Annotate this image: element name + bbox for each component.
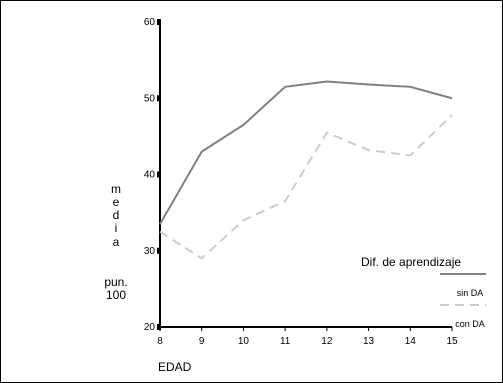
- y-tick-mark: [157, 19, 161, 25]
- x-tick-label: 8: [157, 336, 163, 347]
- y-axis-label-line: m: [111, 182, 121, 196]
- series-line-0: [160, 81, 452, 224]
- y-axis-label-line: d: [113, 208, 120, 222]
- x-axis-label: EDAD: [158, 360, 192, 374]
- x-tick-label: 15: [446, 336, 458, 347]
- y-tick-mark: [157, 248, 161, 254]
- y-tick-label: 40: [144, 170, 156, 181]
- series-lines: [160, 81, 452, 258]
- legend-title: Dif. de aprendizaje: [361, 255, 461, 269]
- y-tick-mark: [157, 172, 161, 178]
- y-tick-label: 20: [144, 322, 156, 333]
- x-tick-label: 13: [363, 336, 375, 347]
- legend: sin DA con DA: [440, 274, 486, 329]
- y-tick-label: 60: [144, 17, 156, 28]
- x-tick-label: 12: [321, 336, 333, 347]
- chart-axes: 20 30 40 50 60 8 9 10 11 12 13 14 15: [144, 17, 458, 347]
- y-tick-label: 50: [144, 93, 156, 104]
- y-axis-label-line: pun.: [104, 275, 127, 289]
- y-tick-label: 30: [144, 246, 156, 257]
- series-line-1: [160, 115, 452, 258]
- legend-label-1: con DA: [455, 319, 485, 329]
- x-tick-label: 14: [405, 336, 417, 347]
- y-axis-label-line: i: [115, 221, 118, 235]
- legend-label-0: sin DA: [457, 288, 484, 298]
- x-tick-label: 10: [238, 336, 250, 347]
- x-tick-label: 9: [199, 336, 205, 347]
- y-tick-mark: [157, 95, 161, 101]
- y-axis-label-line: e: [113, 195, 120, 209]
- y-axis-label-line: a: [113, 235, 120, 249]
- x-tick-label: 11: [280, 336, 291, 347]
- y-axis-label-line: 100: [106, 288, 126, 302]
